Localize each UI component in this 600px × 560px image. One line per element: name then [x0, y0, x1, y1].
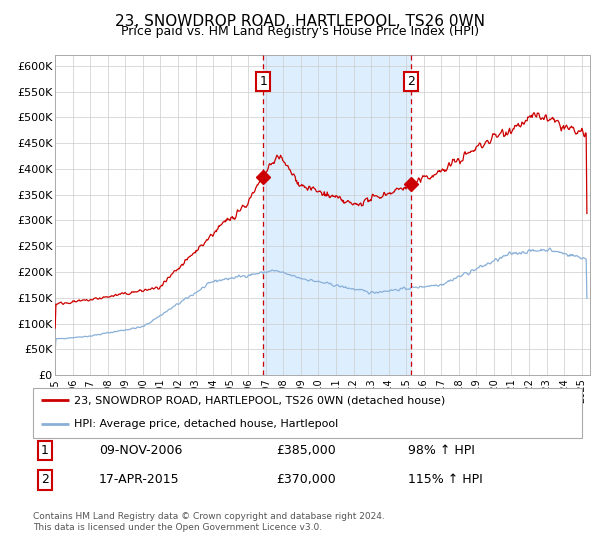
- Text: £370,000: £370,000: [276, 473, 336, 487]
- Text: HPI: Average price, detached house, Hartlepool: HPI: Average price, detached house, Hart…: [74, 419, 338, 429]
- Text: 115% ↑ HPI: 115% ↑ HPI: [408, 473, 483, 487]
- Text: 09-NOV-2006: 09-NOV-2006: [99, 444, 182, 458]
- Text: 17-APR-2015: 17-APR-2015: [99, 473, 179, 487]
- Text: 2: 2: [41, 473, 49, 487]
- Text: 23, SNOWDROP ROAD, HARTLEPOOL, TS26 0WN (detached house): 23, SNOWDROP ROAD, HARTLEPOOL, TS26 0WN …: [74, 395, 445, 405]
- Text: 2: 2: [407, 74, 415, 88]
- Text: Price paid vs. HM Land Registry's House Price Index (HPI): Price paid vs. HM Land Registry's House …: [121, 25, 479, 38]
- Text: Contains HM Land Registry data © Crown copyright and database right 2024.
This d: Contains HM Land Registry data © Crown c…: [33, 512, 385, 532]
- Bar: [263, 55, 411, 375]
- Text: 1: 1: [41, 444, 49, 458]
- Text: 1: 1: [259, 74, 267, 88]
- Text: 23, SNOWDROP ROAD, HARTLEPOOL, TS26 0WN: 23, SNOWDROP ROAD, HARTLEPOOL, TS26 0WN: [115, 14, 485, 29]
- Text: £385,000: £385,000: [276, 444, 336, 458]
- FancyBboxPatch shape: [33, 388, 582, 438]
- Text: 98% ↑ HPI: 98% ↑ HPI: [408, 444, 475, 458]
